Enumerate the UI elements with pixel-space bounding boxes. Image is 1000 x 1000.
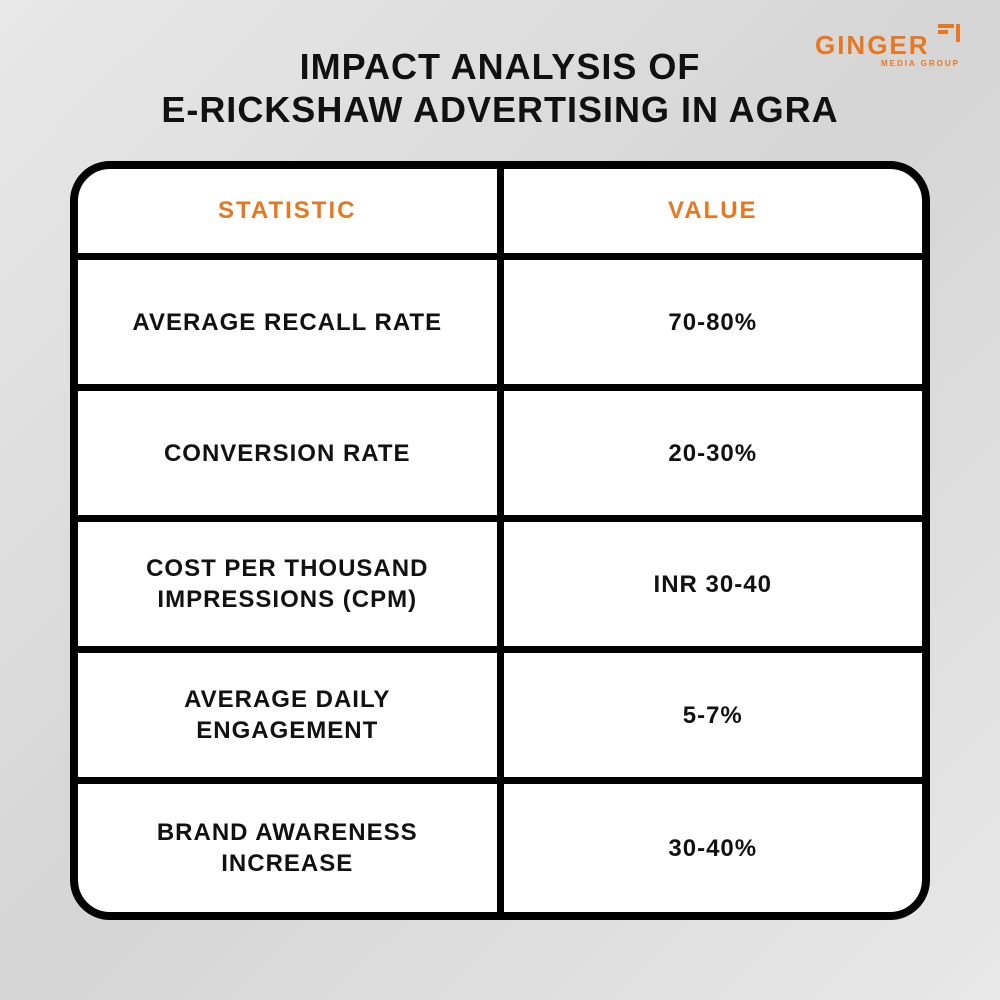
stats-table: STATISTIC VALUE AVERAGE RECALL RATE 70-8… bbox=[78, 169, 922, 912]
table-header-row: STATISTIC VALUE bbox=[78, 169, 922, 257]
cell-value: INR 30-40 bbox=[500, 519, 922, 650]
table-row: AVERAGE RECALL RATE 70-80% bbox=[78, 257, 922, 388]
title-line-2: E-RICKSHAW ADVERTISING IN AGRA bbox=[0, 88, 1000, 131]
col-header-statistic: STATISTIC bbox=[78, 169, 500, 257]
cell-statistic: COST PER THOUSAND IMPRESSIONS (CPM) bbox=[78, 519, 500, 650]
logo-text: GINGER bbox=[815, 30, 930, 61]
cell-value: 5-7% bbox=[500, 650, 922, 781]
logo-bars-icon bbox=[938, 24, 960, 46]
cell-value: 20-30% bbox=[500, 388, 922, 519]
table-row: AVERAGE DAILY ENGAGEMENT 5-7% bbox=[78, 650, 922, 781]
cell-statistic: BRAND AWARENESS INCREASE bbox=[78, 781, 500, 912]
stats-table-container: STATISTIC VALUE AVERAGE RECALL RATE 70-8… bbox=[70, 161, 930, 920]
table-row: CONVERSION RATE 20-30% bbox=[78, 388, 922, 519]
cell-statistic: AVERAGE DAILY ENGAGEMENT bbox=[78, 650, 500, 781]
cell-statistic: CONVERSION RATE bbox=[78, 388, 500, 519]
table-row: BRAND AWARENESS INCREASE 30-40% bbox=[78, 781, 922, 912]
cell-value: 30-40% bbox=[500, 781, 922, 912]
cell-value: 70-80% bbox=[500, 257, 922, 388]
col-header-value: VALUE bbox=[500, 169, 922, 257]
brand-logo: GINGER MEDIA GROUP bbox=[815, 30, 960, 68]
cell-statistic: AVERAGE RECALL RATE bbox=[78, 257, 500, 388]
table-row: COST PER THOUSAND IMPRESSIONS (CPM) INR … bbox=[78, 519, 922, 650]
